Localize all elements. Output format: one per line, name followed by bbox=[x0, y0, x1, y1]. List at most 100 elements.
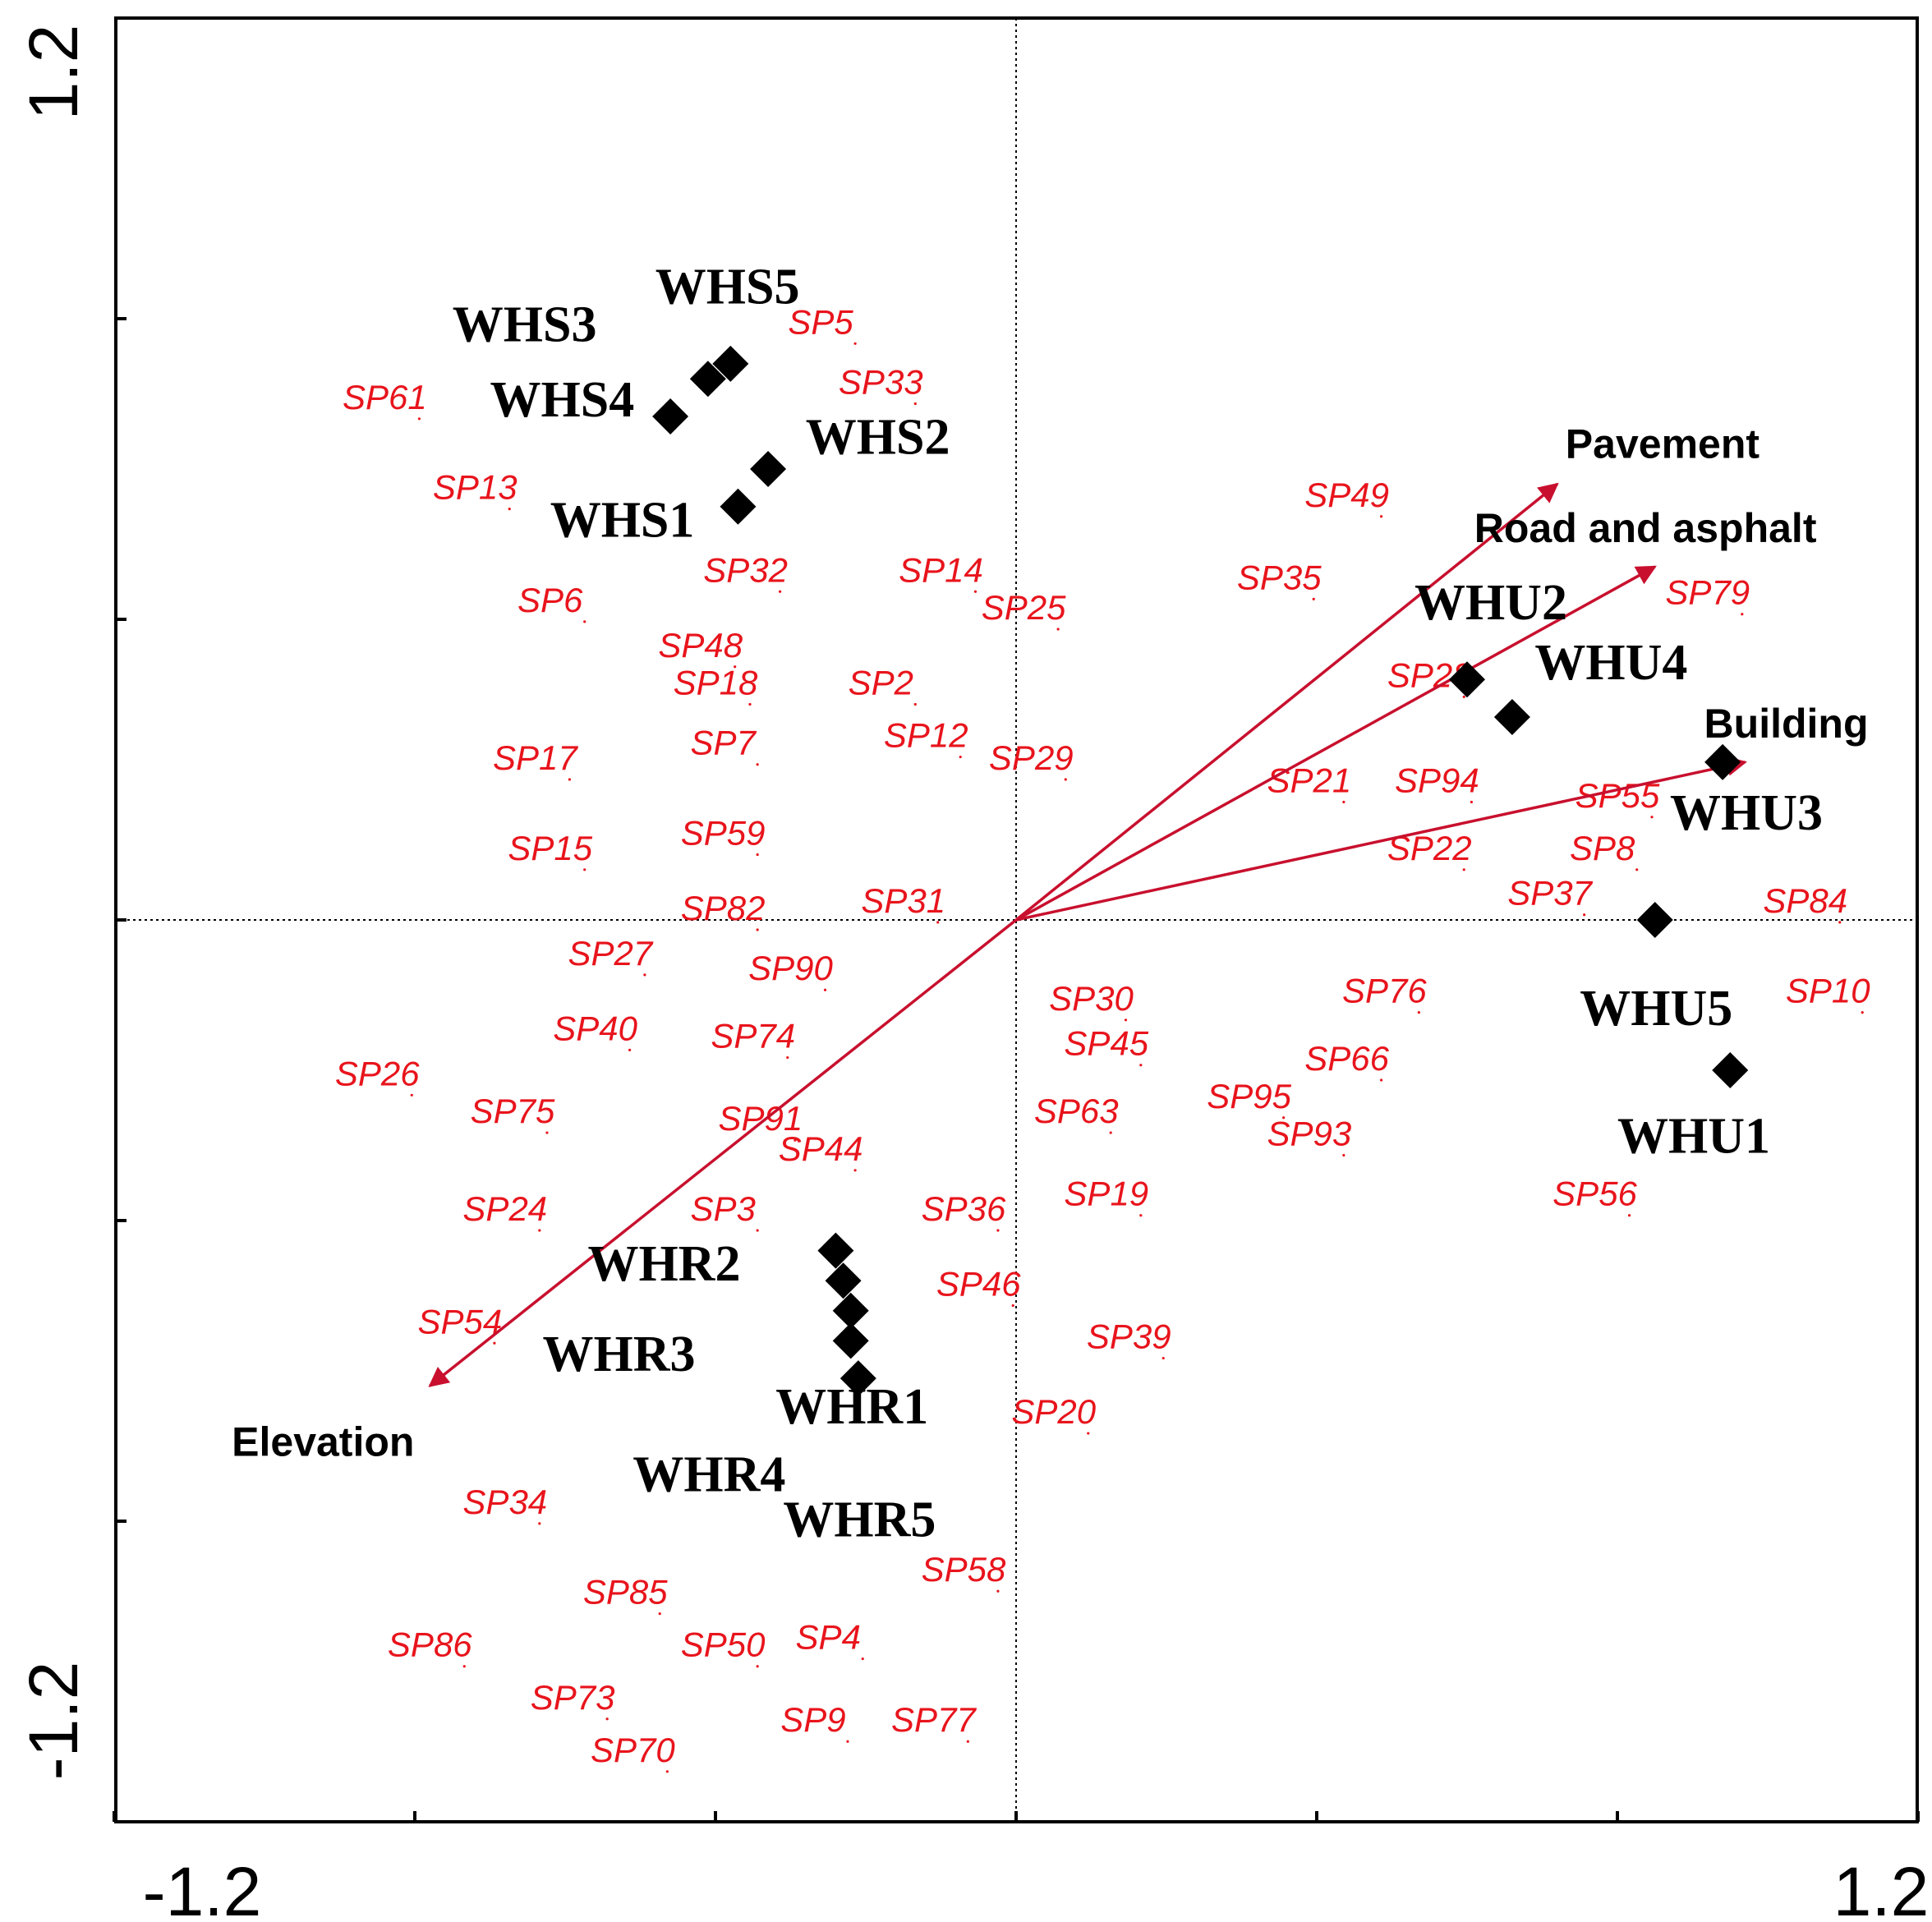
species-label-sp45: SP45 bbox=[1064, 1024, 1148, 1063]
site-label-whr1: WHR1 bbox=[775, 1379, 928, 1435]
site-label-whu1: WHU1 bbox=[1617, 1109, 1770, 1165]
species-point-sp15 bbox=[583, 868, 586, 871]
species-point-sp33 bbox=[913, 402, 917, 406]
species-point-sp54 bbox=[493, 1341, 496, 1345]
site-point-whu5 bbox=[1636, 902, 1673, 938]
species-label-sp85: SP85 bbox=[583, 1573, 668, 1612]
species-label-sp5: SP5 bbox=[788, 302, 853, 341]
environmental-label-layer: Pavement Road and asphalt Building Elevatio… bbox=[232, 421, 1868, 1464]
species-point-sp8 bbox=[1635, 868, 1639, 871]
species-point-sp76 bbox=[1417, 1011, 1420, 1014]
species-point-sp84 bbox=[1838, 921, 1842, 924]
species-label-sp27: SP27 bbox=[568, 934, 654, 972]
species-label-sp15: SP15 bbox=[508, 829, 592, 867]
species-label-sp74: SP74 bbox=[711, 1017, 795, 1055]
species-label-sp33: SP33 bbox=[839, 363, 923, 402]
species-label-sp31: SP31 bbox=[861, 881, 945, 920]
vector-label-pavement: Pavement bbox=[1566, 421, 1760, 467]
environmental-vector-layer bbox=[428, 482, 1747, 1387]
species-point-sp3 bbox=[756, 1229, 759, 1232]
species-label-sp63: SP63 bbox=[1034, 1092, 1119, 1130]
species-point-sp32 bbox=[779, 590, 782, 593]
site-label-whs3: WHS3 bbox=[453, 297, 597, 352]
species-point-sp18 bbox=[748, 702, 752, 706]
site-point-whu1 bbox=[1712, 1052, 1749, 1088]
species-point-sp77 bbox=[966, 1740, 969, 1743]
species-label-sp95: SP95 bbox=[1207, 1077, 1291, 1115]
species-label-sp30: SP30 bbox=[1049, 979, 1134, 1018]
species-label-sp77: SP77 bbox=[891, 1700, 977, 1739]
species-point-sp63 bbox=[1109, 1131, 1112, 1134]
species-point-sp5 bbox=[853, 342, 857, 345]
species-point-sp58 bbox=[996, 1589, 1000, 1593]
site-point-whu3 bbox=[1704, 743, 1741, 780]
species-label-sp48: SP48 bbox=[658, 626, 743, 664]
site-point-whr4 bbox=[832, 1322, 869, 1359]
species-label-sp25: SP25 bbox=[982, 588, 1066, 627]
species-label-sp86: SP86 bbox=[388, 1625, 472, 1664]
species-label-sp21: SP21 bbox=[1267, 761, 1351, 799]
species-point-sp86 bbox=[462, 1665, 466, 1668]
site-point-whs4 bbox=[652, 398, 689, 435]
site-label-whu2: WHU2 bbox=[1414, 575, 1567, 631]
site-point-whs1 bbox=[720, 488, 757, 525]
species-label-sp35: SP35 bbox=[1237, 558, 1322, 596]
species-point-sp2 bbox=[913, 702, 917, 706]
species-point-sp14 bbox=[973, 590, 978, 593]
species-label-sp94: SP94 bbox=[1395, 761, 1479, 799]
site-layer bbox=[652, 345, 1749, 1397]
site-point-whr5 bbox=[840, 1360, 876, 1397]
species-label-sp58: SP58 bbox=[922, 1550, 1006, 1589]
species-point-sp6 bbox=[583, 620, 586, 623]
species-point-sp9 bbox=[846, 1740, 849, 1743]
species-label-sp3: SP3 bbox=[690, 1189, 755, 1228]
species-label-sp34: SP34 bbox=[462, 1483, 547, 1521]
species-label-sp49: SP49 bbox=[1304, 476, 1389, 514]
species-label-sp12: SP12 bbox=[884, 716, 968, 755]
species-point-sp94 bbox=[1470, 800, 1473, 804]
species-point-sp39 bbox=[1162, 1356, 1165, 1360]
site-label-whu3: WHU3 bbox=[1670, 785, 1823, 841]
species-label-sp13: SP13 bbox=[433, 468, 518, 507]
species-label-sp4: SP4 bbox=[796, 1618, 861, 1657]
species-label-sp61: SP61 bbox=[343, 378, 427, 416]
species-label-sp79: SP79 bbox=[1665, 573, 1750, 612]
species-point-sp31 bbox=[936, 921, 940, 924]
species-label-sp82: SP82 bbox=[681, 889, 766, 927]
species-point-sp35 bbox=[1312, 597, 1315, 601]
vector-road-and-asphalt bbox=[1015, 565, 1657, 922]
site-label-whu5: WHU5 bbox=[1580, 981, 1732, 1037]
species-point-sp55 bbox=[1650, 816, 1654, 819]
species-label-sp76: SP76 bbox=[1342, 972, 1427, 1010]
site-point-whr1 bbox=[832, 1292, 869, 1329]
site-label-whu4: WHU4 bbox=[1534, 635, 1687, 691]
species-label-sp20: SP20 bbox=[1011, 1392, 1096, 1431]
species-point-sp56 bbox=[1627, 1214, 1631, 1217]
site-label-whr3: WHR3 bbox=[543, 1327, 696, 1382]
species-point-sp61 bbox=[417, 417, 421, 421]
species-point-sp29 bbox=[1064, 778, 1067, 781]
species-label-sp29: SP29 bbox=[989, 738, 1074, 777]
species-label-sp6: SP6 bbox=[518, 581, 583, 619]
species-label-sp44: SP44 bbox=[779, 1129, 863, 1168]
site-point-whr3 bbox=[825, 1262, 862, 1299]
vector-label-building: Building bbox=[1704, 701, 1869, 747]
species-point-sp36 bbox=[996, 1229, 1000, 1232]
species-point-sp37 bbox=[1583, 913, 1586, 917]
species-point-sp20 bbox=[1087, 1432, 1090, 1435]
site-point-whs5 bbox=[712, 345, 749, 382]
species-point-sp49 bbox=[1380, 515, 1383, 518]
vector-pavement bbox=[1014, 482, 1559, 922]
species-label-sp36: SP36 bbox=[922, 1189, 1006, 1228]
species-label-sp50: SP50 bbox=[681, 1625, 766, 1664]
species-label-sp14: SP14 bbox=[899, 550, 983, 589]
site-label-whs5: WHS5 bbox=[656, 260, 800, 315]
species-label-sp10: SP10 bbox=[1786, 972, 1870, 1010]
species-point-sp27 bbox=[643, 973, 646, 977]
species-point-sp66 bbox=[1380, 1078, 1383, 1082]
species-label-sp66: SP66 bbox=[1304, 1039, 1389, 1078]
species-layer: SP5 SP33 SP61 SP13 SP49 SP14 SP32 SP35 SP6 SP25 SP… bbox=[335, 302, 1870, 1773]
species-point-sp34 bbox=[538, 1522, 541, 1525]
species-label-sp40: SP40 bbox=[553, 1009, 637, 1047]
